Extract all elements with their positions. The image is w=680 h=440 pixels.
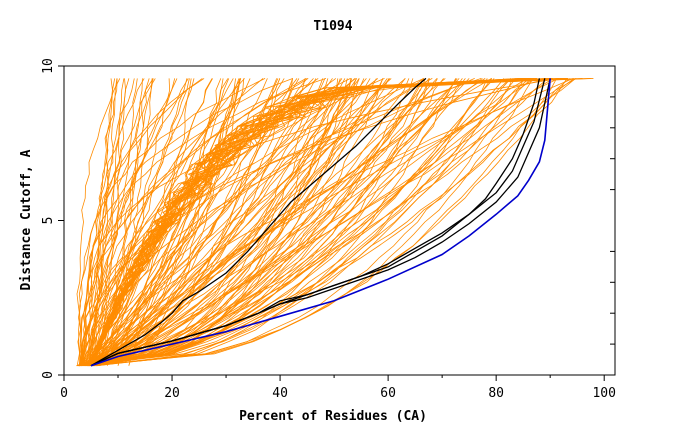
x-tick-label: 40 xyxy=(272,386,288,401)
x-tick-label: 60 xyxy=(380,386,396,401)
axis-ticks: 0 20 40 60 80 100 0 5 10 xyxy=(41,58,616,401)
background-series-line xyxy=(96,78,577,367)
background-series-line xyxy=(88,78,466,367)
background-series-line xyxy=(91,78,552,366)
background-series-line xyxy=(85,78,512,367)
highlight-series-line xyxy=(90,77,427,367)
x-tick-label: 20 xyxy=(164,386,180,401)
background-series-line xyxy=(84,78,125,366)
background-series-line xyxy=(93,78,306,367)
background-series-line xyxy=(92,78,525,367)
background-series-line xyxy=(84,78,379,366)
background-series-line xyxy=(79,78,189,366)
background-series-line xyxy=(91,78,553,366)
background-series-line xyxy=(90,78,406,367)
highlight-series-group xyxy=(90,77,551,367)
background-series-line xyxy=(81,78,475,366)
x-tick-label: 100 xyxy=(592,386,615,401)
background-series-line xyxy=(86,78,554,367)
background-series-line xyxy=(89,78,426,367)
background-series-line xyxy=(77,78,488,367)
background-series-line xyxy=(128,77,594,366)
background-series-line xyxy=(89,78,358,367)
background-series-line xyxy=(117,77,591,366)
background-series-line xyxy=(86,78,392,366)
background-series-line xyxy=(98,78,245,367)
background-series-line xyxy=(88,78,424,367)
chart-title: T1094 xyxy=(313,19,352,34)
background-series-line xyxy=(81,78,116,366)
background-series-line xyxy=(94,78,532,367)
background-series-line xyxy=(91,78,532,366)
background-series-group xyxy=(76,77,594,367)
background-series-line xyxy=(91,78,113,366)
background-series-line xyxy=(78,78,266,366)
background-series-line xyxy=(93,78,118,366)
background-series-line xyxy=(94,78,135,366)
background-series-line xyxy=(84,78,190,366)
x-tick-label: 80 xyxy=(488,386,504,401)
background-series-line xyxy=(95,78,528,367)
background-series-line xyxy=(96,78,568,367)
background-series-line xyxy=(91,78,521,366)
background-series-line xyxy=(79,78,154,366)
background-series-line xyxy=(86,78,145,366)
background-series-line xyxy=(82,78,406,367)
background-series-line xyxy=(89,78,438,367)
background-series-line xyxy=(93,78,425,366)
background-series-line xyxy=(85,78,383,367)
background-series-line xyxy=(90,78,530,366)
background-series-line xyxy=(106,77,583,366)
x-axis-label: Percent of Residues (CA) xyxy=(239,409,427,424)
background-series-line xyxy=(79,78,353,367)
background-series-line xyxy=(83,78,390,367)
background-series-line xyxy=(76,78,457,367)
background-series-line xyxy=(91,78,568,366)
background-series-line xyxy=(90,78,562,366)
background-series-line xyxy=(87,78,339,367)
x-tick-label: 0 xyxy=(60,386,68,401)
background-series-line xyxy=(91,78,557,367)
background-series-line xyxy=(91,78,188,366)
background-series-line xyxy=(84,78,245,366)
y-tick-label: 10 xyxy=(41,58,56,74)
background-series-line xyxy=(88,78,264,366)
highlight-series-line xyxy=(90,78,551,367)
background-series-line xyxy=(85,78,486,367)
background-series-line xyxy=(81,78,549,367)
background-series-line xyxy=(88,78,570,367)
y-tick-label: 5 xyxy=(41,217,56,225)
background-series-line xyxy=(91,78,566,366)
y-axis-label: Distance Cutoff, A xyxy=(19,149,34,290)
background-series-line xyxy=(79,78,307,366)
background-series-line xyxy=(84,78,460,367)
background-series-line xyxy=(79,78,446,367)
background-series-line xyxy=(94,78,414,367)
background-series-line xyxy=(87,78,505,367)
background-series-line xyxy=(93,78,371,367)
background-series-line xyxy=(79,78,329,367)
background-series-line xyxy=(79,78,410,367)
highlight-series-line xyxy=(90,78,546,367)
background-series-line xyxy=(86,78,224,367)
background-series-line xyxy=(93,78,430,367)
background-series-line xyxy=(89,78,352,367)
y-tick-label: 0 xyxy=(41,371,56,379)
background-series-line xyxy=(92,78,326,367)
background-series-line xyxy=(85,78,356,366)
background-series-line xyxy=(93,78,343,367)
background-series-line xyxy=(93,78,388,367)
background-series-line xyxy=(79,78,576,367)
